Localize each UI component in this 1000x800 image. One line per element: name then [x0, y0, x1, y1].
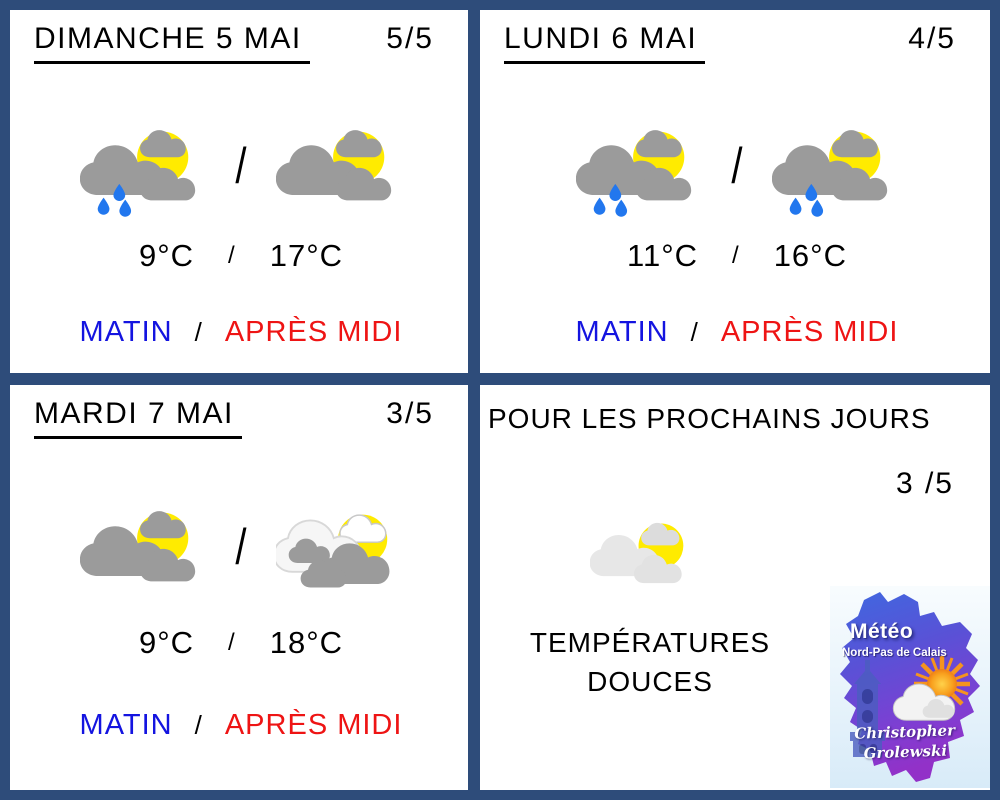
slash-separator: /	[228, 629, 236, 656]
sun-clouds-rain-icon	[80, 122, 206, 224]
day-title: MARDI 7 MAI	[34, 397, 242, 439]
weather-icons-row: /	[504, 122, 970, 224]
sun-clouds-icon	[80, 503, 206, 605]
afternoon-label: APRÈS MIDI	[224, 316, 403, 348]
morning-temp: 9°C	[139, 238, 195, 273]
morning-label: MATIN	[79, 316, 173, 348]
forecast-card-lundi: LUNDI 6 MAI 4/5 / 11°C / 16°C MATIN / AP…	[480, 10, 990, 373]
forecast-card-mardi: MARDI 7 MAI 3/5 / 9°C / 18°C MATIN / APR…	[10, 385, 468, 790]
confidence-rating: 3/5	[386, 397, 434, 430]
slash-separator: /	[194, 710, 203, 740]
slash-separator: /	[690, 317, 699, 347]
meteo-nord-pas-de-calais-logo: Météo Nord-Pas de Calais Christopher Gro…	[830, 586, 990, 788]
weather-icons-row: /	[34, 122, 448, 224]
confidence-rating: 3 /5	[895, 467, 954, 500]
afternoon-temp: 18°C	[269, 625, 343, 660]
belfry-icon	[850, 660, 885, 757]
period-labels-row: MATIN / APRÈS MIDI	[34, 709, 448, 742]
sun-clouds-icon	[276, 122, 402, 224]
temperatures-row: 9°C / 18°C	[34, 625, 448, 661]
morning-temp: 9°C	[139, 625, 195, 660]
mixed-clouds-sun-icon	[276, 503, 402, 605]
light-clouds-sun-icon	[590, 515, 702, 601]
day-title: DIMANCHE 5 MAI	[34, 22, 310, 64]
sun-icon	[914, 656, 970, 712]
outlook-summary: TEMPÉRATURES DOUCES	[529, 627, 771, 698]
confidence-rating: 5/5	[386, 22, 434, 55]
sun-clouds-rain-icon	[576, 122, 702, 224]
slash-separator: /	[235, 519, 247, 575]
region-map-graphic	[840, 592, 980, 782]
day-title: LUNDI 6 MAI	[504, 22, 706, 64]
slash-separator: /	[732, 242, 740, 269]
afternoon-label: APRÈS MIDI	[720, 316, 899, 348]
slash-separator: /	[235, 138, 247, 194]
confidence-rating: 4/5	[908, 22, 956, 55]
outlook-card: POUR LES PROCHAINS JOURS 3 /5 TEMPÉRATUR…	[480, 385, 990, 790]
card-header: MARDI 7 MAI 3/5	[34, 397, 448, 439]
weather-icons-row: /	[34, 503, 448, 605]
afternoon-temp: 16°C	[773, 238, 847, 273]
card-header: DIMANCHE 5 MAI 5/5	[34, 22, 448, 64]
afternoon-label: APRÈS MIDI	[224, 709, 403, 741]
period-labels-row: MATIN / APRÈS MIDI	[34, 316, 448, 349]
logo-region-text: Nord-Pas de Calais	[842, 647, 947, 659]
temperatures-row: 9°C / 17°C	[34, 238, 448, 274]
sun-clouds-rain-icon	[772, 122, 898, 224]
period-labels-row: MATIN / APRÈS MIDI	[504, 316, 970, 349]
outlook-title: POUR LES PROCHAINS JOURS	[488, 403, 931, 434]
forecast-card-dimanche: DIMANCHE 5 MAI 5/5 / 9°C / 17°C MATIN / …	[10, 10, 468, 373]
logo-brand-text: Météo	[850, 620, 914, 643]
morning-label: MATIN	[575, 316, 669, 348]
afternoon-temp: 17°C	[269, 238, 343, 273]
slash-separator: /	[228, 242, 236, 269]
morning-label: MATIN	[79, 709, 173, 741]
logo-author-signature: Christopher Grolewski	[829, 719, 980, 765]
card-header: LUNDI 6 MAI 4/5	[504, 22, 970, 64]
slash-separator: /	[194, 317, 203, 347]
slash-separator: /	[731, 138, 743, 194]
temperatures-row: 11°C / 16°C	[504, 238, 970, 274]
morning-temp: 11°C	[627, 238, 699, 273]
